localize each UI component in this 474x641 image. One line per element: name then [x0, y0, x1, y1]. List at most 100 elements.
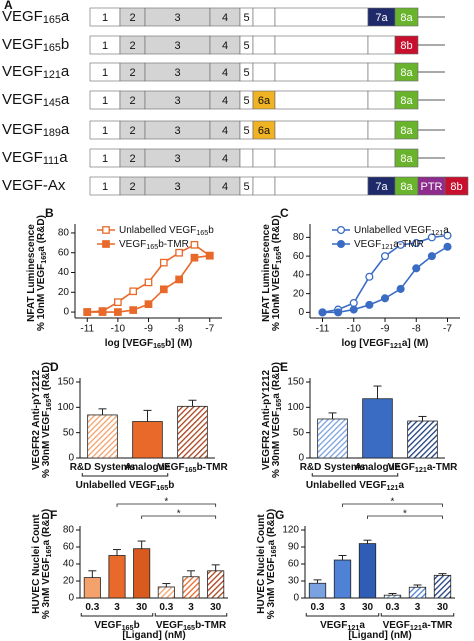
group-label-part: b	[168, 480, 174, 491]
exon-label: 4	[222, 153, 228, 165]
row-label-part: a	[59, 149, 68, 166]
exon-label: 1	[102, 12, 108, 24]
exon-label: 8b	[450, 181, 462, 193]
x-tick-label: 0.3	[159, 602, 173, 613]
exon-blank	[367, 62, 396, 82]
y-axis-label-part: VEGFR2 Anti-pY1212	[31, 369, 42, 470]
exon-label: 2	[129, 153, 135, 165]
x-axis-label-part: b] (M)	[165, 338, 192, 349]
bar	[317, 418, 348, 459]
y-tick-label: 150	[57, 377, 74, 388]
x-axis-label: log [VEGF165b] (M)	[105, 338, 193, 350]
exon-label: 4	[222, 40, 228, 52]
y-axis-label: % 30nM VEGF165a (R&D)	[41, 362, 53, 478]
group-label-part: b	[134, 620, 140, 631]
x-tick-label-part: 3	[415, 602, 421, 613]
marker	[427, 252, 436, 261]
group-label: VEGF121a-TMR	[383, 620, 454, 632]
y-axis-label: % 3nM VEGF165a (R&D)	[266, 509, 278, 619]
row-label-part: VEGF	[2, 91, 43, 108]
exon-label: 7a	[375, 12, 388, 24]
row-label-part: 111	[43, 155, 59, 167]
exon	[394, 62, 419, 82]
legend-label: Unlabelled VEGF121a	[354, 225, 449, 237]
exon-label: 1	[102, 153, 108, 165]
exon-blank	[367, 148, 396, 168]
group-label-part: VEGF	[320, 620, 347, 631]
group-label-part: 165	[183, 623, 195, 632]
marker	[129, 306, 138, 314]
exon-blank	[367, 35, 396, 55]
exon-blank	[252, 148, 276, 168]
group-bracket	[311, 473, 399, 477]
x-tick-label: -9	[144, 324, 153, 335]
exon-blank	[274, 120, 369, 140]
exon-label: 3	[174, 181, 180, 193]
bar	[108, 555, 126, 599]
y-tick-label: 20	[58, 287, 70, 298]
marker	[98, 308, 107, 316]
legend-label-part: b-TMR	[158, 239, 189, 250]
legend-label-part: 165	[196, 228, 208, 237]
marker	[380, 252, 390, 261]
x-tick-label-part: 3	[188, 602, 194, 613]
exon-blank	[274, 62, 369, 82]
y-axis-label: VEGFR2 Anti-pY1212	[261, 369, 272, 470]
y-tick-label: 100	[287, 402, 304, 413]
marker	[412, 238, 421, 248]
x-tick-label: 30	[136, 602, 148, 613]
significance-label: *	[403, 509, 407, 520]
significance-label: *	[164, 497, 168, 508]
y-axis-label-part: NFAT Luminescence	[26, 224, 37, 322]
marker	[334, 308, 343, 317]
y-tick-label: 100	[57, 402, 74, 413]
group-bracket	[154, 613, 228, 617]
significance-bracket	[342, 503, 443, 507]
x-tick-label-part: 3	[114, 602, 120, 613]
x-axis-label: [Ligand] (nM)	[348, 630, 411, 641]
bar	[433, 574, 452, 599]
exon-label: 1	[102, 181, 108, 193]
exon-label: 4	[222, 125, 228, 137]
row-label: VEGF189a	[2, 121, 70, 139]
y-tick-label: 60	[58, 247, 70, 258]
exon-blank	[252, 62, 276, 82]
marker	[412, 264, 421, 273]
legend-label: Unlabelled VEGF165b	[119, 225, 214, 237]
legend-marker	[102, 226, 110, 234]
exon-label: 1	[102, 95, 108, 107]
legend-label-part: a-TMR	[393, 239, 424, 250]
y-axis-label-part: HUVEC Nuclei Count	[256, 514, 267, 614]
y-tick-label: 80	[58, 228, 70, 239]
exon-blank	[274, 7, 369, 27]
panel-letter: F	[50, 508, 57, 522]
x-tick-label-part: 0.3	[386, 602, 400, 613]
marker	[205, 251, 214, 260]
marker	[159, 258, 168, 267]
row-label-part: a	[61, 91, 70, 108]
x-axis-label-part: 165	[153, 341, 165, 350]
row-label-part: VEGF	[2, 121, 43, 138]
y-axis-label-part: % 3nM VEGF	[41, 557, 52, 619]
exon-label: 2	[129, 67, 135, 79]
exon-label: 3	[174, 95, 180, 107]
exon-label: 8a	[400, 95, 413, 107]
row-label-part: 145	[43, 97, 61, 109]
marker	[114, 308, 122, 316]
x-tick-label: VEGF121a-TMR	[388, 462, 459, 474]
exon-label: 2	[129, 125, 135, 137]
group-label-part: Unlabelled VEGF	[76, 480, 157, 491]
legend-label-part: VEGF	[119, 239, 146, 250]
x-tick-label: -7	[205, 324, 214, 335]
legend-label-part: VEGF	[354, 239, 381, 250]
x-tick-label-part: 121	[415, 465, 427, 474]
x-tick-label-part: 0.3	[85, 602, 99, 613]
exon-blank	[239, 148, 254, 168]
bar	[358, 543, 377, 599]
x-tick-label: Analogue	[125, 462, 171, 473]
exon-label: 5	[243, 40, 249, 52]
bar	[308, 582, 327, 599]
x-axis-label-part: [Ligand] (nM)	[348, 630, 411, 641]
bar	[333, 559, 352, 599]
